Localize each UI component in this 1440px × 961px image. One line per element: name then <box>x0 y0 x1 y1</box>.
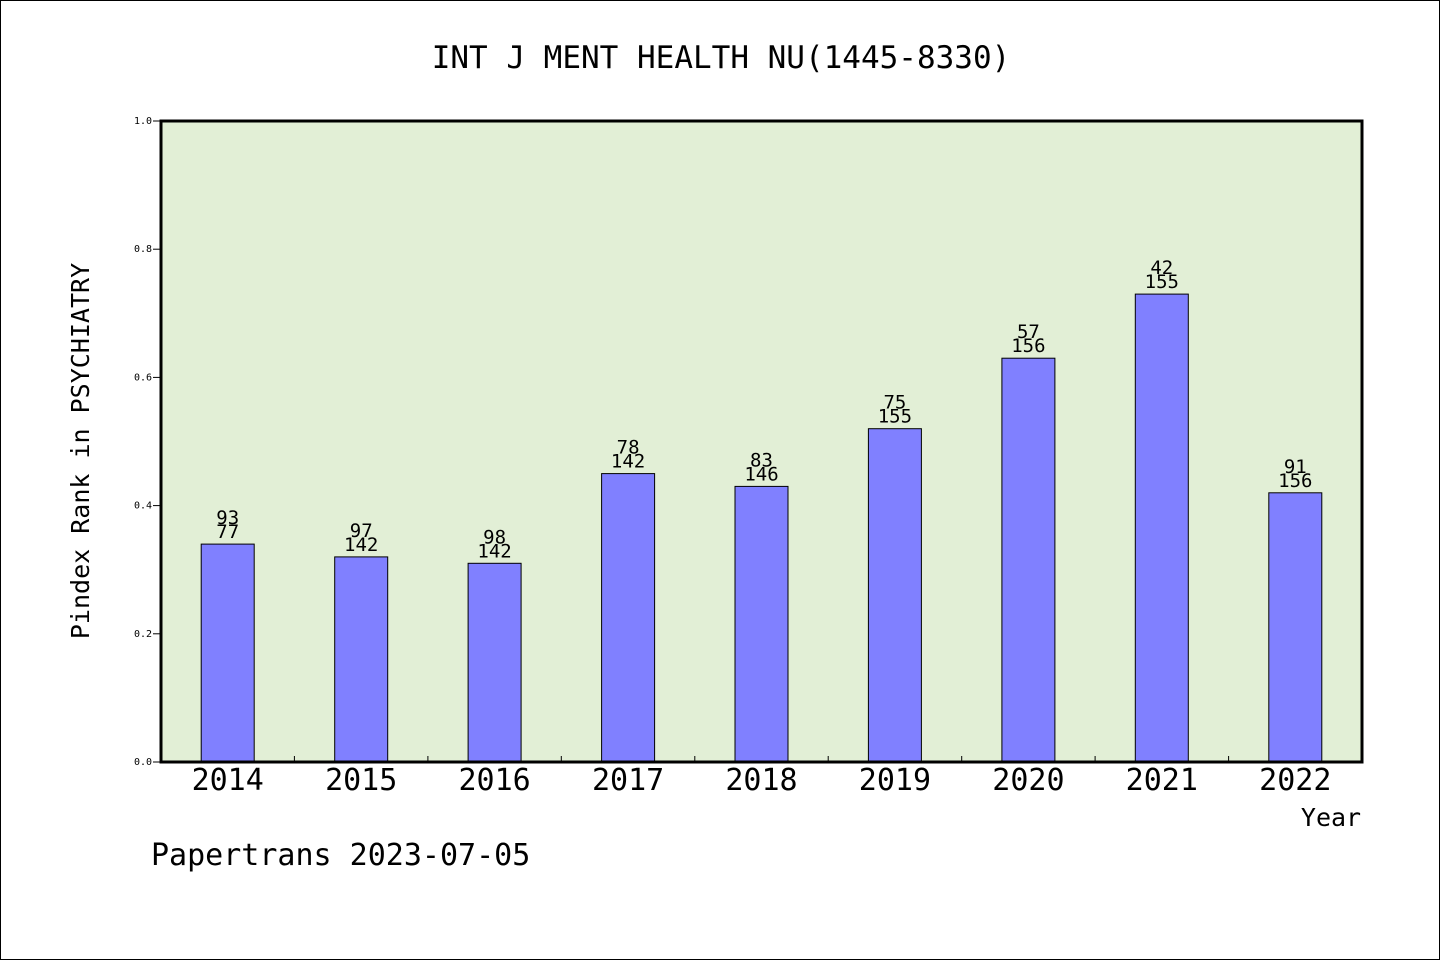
bar <box>200 543 255 763</box>
bar-total-label: 142 <box>477 540 511 562</box>
y-tick-label: 0.4 <box>134 501 152 512</box>
x-tick-label: 2015 <box>325 763 397 798</box>
bar-total-label: 142 <box>611 451 645 473</box>
y-axis-ticks: 0.0 0.2 0.4 0.6 0.8 1.0 <box>134 116 161 768</box>
chart-title: INT J MENT HEALTH NU(1445-8330) <box>432 40 1011 76</box>
y-tick-label: 0.8 <box>134 244 152 255</box>
x-tick-label: 2019 <box>859 763 931 798</box>
y-tick-label: 1.0 <box>134 116 152 127</box>
bar <box>1268 492 1323 763</box>
bar-total-label: 156 <box>1011 335 1045 357</box>
bar-rank-label: 97 <box>350 520 373 542</box>
bar-rank-label: 91 <box>1284 456 1307 478</box>
bar <box>334 556 389 763</box>
bar-rank-label: 98 <box>483 526 506 548</box>
bar <box>467 562 522 763</box>
x-tick-label: 2017 <box>592 763 664 798</box>
bar <box>867 428 922 763</box>
bar <box>734 485 789 763</box>
x-axis-ticks: 2014 2015 2016 2017 2018 2019 2020 2021 2022 <box>192 756 1331 798</box>
bar <box>601 473 656 763</box>
x-tick-label: 2018 <box>725 763 797 798</box>
bar-total-label: 146 <box>744 463 778 485</box>
bar-rank-label: 75 <box>883 392 906 414</box>
x-tick-label: 2022 <box>1259 763 1331 798</box>
bar-rank-label: 78 <box>617 437 640 459</box>
x-tick-label: 2021 <box>1126 763 1198 798</box>
x-axis-title: Year <box>1301 803 1361 832</box>
y-tick-label: 0.6 <box>134 372 152 383</box>
x-tick-label: 2014 <box>192 763 264 798</box>
x-tick-label: 2016 <box>458 763 530 798</box>
bar-rank-label: 42 <box>1150 257 1173 279</box>
bar-rank-label: 57 <box>1017 321 1040 343</box>
bar-total-label: 155 <box>878 406 912 428</box>
x-tick-label: 2020 <box>992 763 1064 798</box>
bar <box>1134 293 1189 763</box>
y-axis-title: Pindex Rank in PSYCHIATRY <box>66 263 95 639</box>
bar-total-label: 155 <box>1145 271 1179 293</box>
bar-rank-label: 93 <box>216 507 239 529</box>
bar-rank-label: 83 <box>750 449 773 471</box>
bar <box>1001 357 1056 763</box>
y-tick-label: 0.2 <box>134 629 152 640</box>
bar-total-label: 77 <box>216 521 239 543</box>
bar-total-label: 156 <box>1278 470 1312 492</box>
footer-credit: Papertrans 2023-07-05 <box>151 838 530 873</box>
y-tick-label: 0.0 <box>134 757 152 768</box>
bar-total-label: 142 <box>344 534 378 556</box>
plot-border <box>159 119 1364 764</box>
